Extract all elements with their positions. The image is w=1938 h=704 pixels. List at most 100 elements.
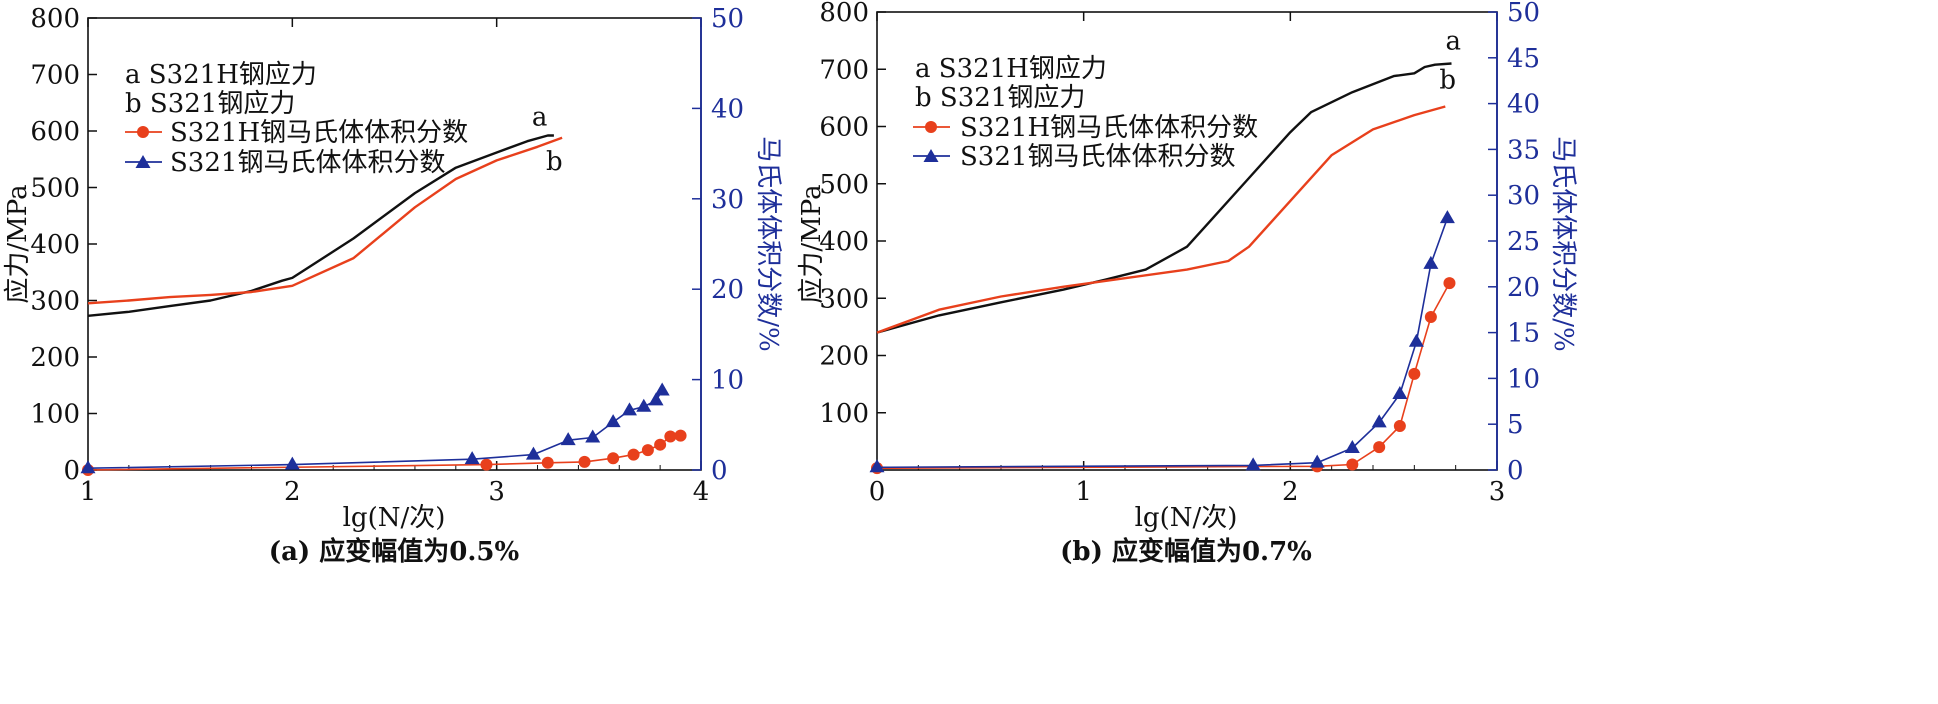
y2-axis-label: 马氏体体积分数/% xyxy=(753,136,783,351)
data-point-circle xyxy=(664,430,677,443)
panel-caption: (b) 应变幅值为0.7% xyxy=(1060,536,1312,567)
legend-marker-circle xyxy=(137,126,149,138)
data-point-triangle xyxy=(525,446,541,460)
series-line-blue xyxy=(87,389,663,469)
data-point-triangle xyxy=(648,392,664,406)
data-point-triangle xyxy=(560,432,576,446)
legend-entry-b: b S321钢应力 xyxy=(125,89,295,119)
y2-tick-label: 40 xyxy=(1507,90,1540,120)
y2-tick-label: 50 xyxy=(711,4,744,34)
y2-ticks: 0 5 10 15 20 25 30 35 40 45 50 xyxy=(1488,0,1540,486)
y-ticks: 100 200 300 400 500 600 700 800 xyxy=(819,0,886,429)
y-tick-label: 300 xyxy=(30,287,80,317)
y-tick-label: 500 xyxy=(30,174,80,204)
data-point-triangle xyxy=(1309,454,1325,468)
legend-entry-s321-martensite: S321钢马氏体体积分数 xyxy=(960,142,1235,172)
data-point-triangle xyxy=(80,460,96,474)
series-group: ab xyxy=(869,27,1461,475)
data-point-triangle xyxy=(1408,333,1424,347)
x-axis-label: lg(N/次) xyxy=(1135,503,1238,533)
y-tick-label: 100 xyxy=(819,399,869,429)
x-tick-label: 3 xyxy=(488,477,505,507)
x-tick-label: 2 xyxy=(284,477,301,507)
data-point-triangle xyxy=(1423,255,1439,269)
data-point-circle xyxy=(627,448,640,461)
y2-tick-label: 25 xyxy=(1507,227,1540,257)
legend-entry-s321h-martensite: S321H钢马氏体体积分数 xyxy=(170,118,468,148)
y-tick-label: 700 xyxy=(30,61,80,91)
data-point-circle xyxy=(1373,441,1386,454)
data-point-circle xyxy=(541,456,554,469)
data-point-triangle xyxy=(585,429,601,443)
y-tick-label: 200 xyxy=(30,343,80,373)
data-point-circle xyxy=(1424,311,1437,324)
y-tick-label: 600 xyxy=(819,113,869,143)
curve-label-b: b xyxy=(546,147,563,177)
data-point-circle xyxy=(641,444,654,457)
y2-tick-label: 20 xyxy=(1507,273,1540,303)
x-tick-label: 2 xyxy=(1282,477,1299,507)
data-point-triangle xyxy=(869,459,885,473)
series-line-blue xyxy=(876,217,1449,469)
x-tick-label: 1 xyxy=(1075,477,1092,507)
data-point-circle xyxy=(578,455,591,468)
legend-marker-triangle xyxy=(923,149,939,162)
series-group: ab xyxy=(80,103,687,476)
y2-axis-label: 马氏体体积分数/% xyxy=(1548,136,1578,351)
data-point-circle xyxy=(480,458,493,471)
data-point-circle xyxy=(1393,420,1406,433)
panel-b: 0 1 2 3 100 200 300 400 500 600 700 800 0 5 10 15 20 25… xyxy=(797,0,1578,567)
x-axis-label: lg(N/次) xyxy=(343,503,446,533)
data-point-triangle xyxy=(1245,457,1261,471)
y-tick-label: 200 xyxy=(819,342,869,372)
legend-marker-circle xyxy=(925,121,937,133)
data-point-circle xyxy=(607,452,620,465)
curve-label-a: a xyxy=(532,103,548,133)
y-tick-label: 500 xyxy=(819,170,869,200)
data-point-circle xyxy=(1443,277,1456,290)
data-point-triangle xyxy=(284,456,300,470)
data-point-circle xyxy=(1346,458,1359,471)
y2-tick-label: 35 xyxy=(1507,135,1540,165)
legend: a S321H钢应力 b S321钢应力 S321H钢马氏体体积分数 S321钢… xyxy=(125,60,468,178)
y-axis-label: 应力/MPa xyxy=(3,184,33,303)
legend-entry-s321-martensite: S321钢马氏体体积分数 xyxy=(170,148,445,178)
legend-entry-s321h-martensite: S321H钢马氏体体积分数 xyxy=(960,113,1258,143)
curve-label-b: b xyxy=(1439,65,1456,95)
x-tick-label: 4 xyxy=(693,477,710,507)
y-ticks: 0 100 200 300 400 500 600 700 800 xyxy=(30,4,97,486)
data-point-triangle xyxy=(1371,414,1387,428)
y2-tick-label: 40 xyxy=(711,94,744,124)
panel-caption: (a) 应变幅值为0.5% xyxy=(269,536,520,567)
y2-tick-label: 45 xyxy=(1507,44,1540,74)
data-point-circle xyxy=(654,438,667,451)
data-point-circle xyxy=(674,429,687,442)
y-tick-label: 300 xyxy=(819,284,869,314)
y2-tick-label: 30 xyxy=(1507,181,1540,211)
y2-tick-label: 15 xyxy=(1507,319,1540,349)
series-line-black xyxy=(87,134,554,317)
y-axis-label: 应力/MPa xyxy=(797,184,827,303)
y-tick-label: 100 xyxy=(30,400,80,430)
series-line-red xyxy=(876,105,1446,334)
y2-tick-label: 5 xyxy=(1507,410,1524,440)
data-point-triangle xyxy=(621,402,637,416)
data-point-circle xyxy=(1408,367,1421,380)
legend-entry-b: b S321钢应力 xyxy=(915,83,1085,113)
data-point-triangle xyxy=(464,451,480,465)
series-line-black xyxy=(876,62,1452,334)
y2-ticks: 0 10 20 30 40 50 xyxy=(692,4,744,486)
y-tick-label: 600 xyxy=(30,117,80,147)
legend: a S321H钢应力 b S321钢应力 S321H钢马氏体体积分数 S321钢… xyxy=(913,54,1258,172)
data-point-triangle xyxy=(605,414,621,428)
y2-tick-label: 50 xyxy=(1507,0,1540,28)
y-tick-label: 700 xyxy=(819,55,869,85)
legend-entry-a: a S321H钢应力 xyxy=(915,54,1107,84)
y-tick-label: 800 xyxy=(30,4,80,34)
data-point-triangle xyxy=(1392,385,1408,399)
legend-entry-a: a S321H钢应力 xyxy=(125,60,317,90)
x-tick-label: 0 xyxy=(869,477,886,507)
data-point-triangle xyxy=(1344,440,1360,454)
y2-tick-label: 30 xyxy=(711,185,744,215)
data-point-triangle xyxy=(1439,210,1455,224)
